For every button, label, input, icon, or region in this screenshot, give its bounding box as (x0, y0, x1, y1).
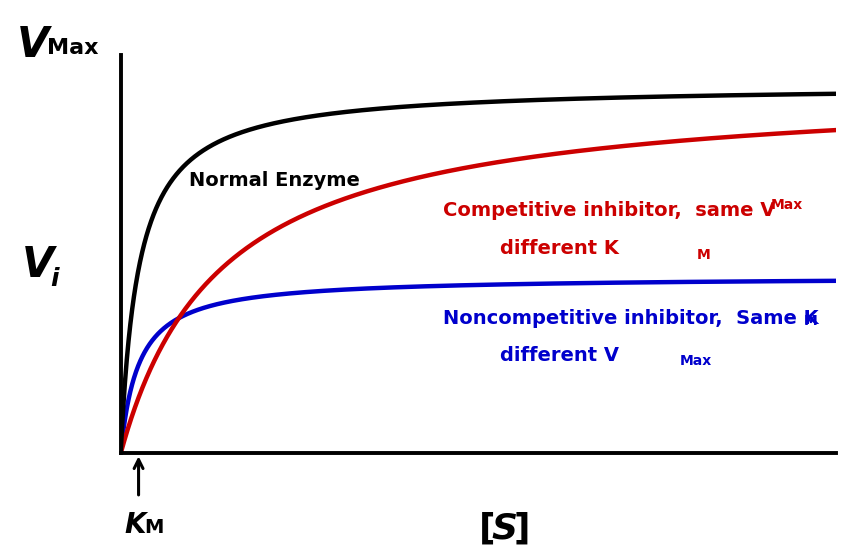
Text: M: M (144, 518, 163, 537)
Text: Max: Max (679, 354, 711, 368)
Text: different K: different K (499, 239, 618, 258)
Text: M: M (803, 315, 817, 328)
Text: Competitive inhibitor,  same V: Competitive inhibitor, same V (443, 201, 774, 220)
Text: Normal Enzyme: Normal Enzyme (189, 171, 359, 190)
Text: different V: different V (499, 346, 618, 366)
Text: S: S (491, 511, 517, 545)
Text: Max: Max (47, 38, 99, 58)
Text: K: K (124, 510, 146, 539)
Text: ]: ] (512, 511, 530, 545)
Text: M: M (696, 248, 709, 262)
Text: Max: Max (770, 197, 802, 212)
Text: [: [ (478, 511, 495, 545)
Text: V: V (22, 244, 53, 286)
Text: Noncompetitive inhibitor,  Same K: Noncompetitive inhibitor, Same K (443, 309, 817, 328)
Text: i: i (50, 267, 59, 291)
Text: V: V (17, 24, 49, 66)
